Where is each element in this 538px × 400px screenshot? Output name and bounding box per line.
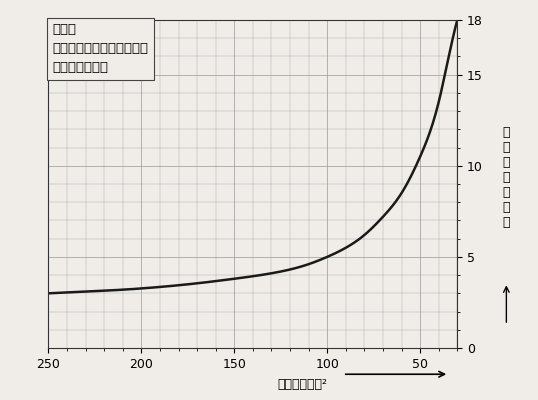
Text: 延
長
ホ
ー
ス
本
数: 延 長 ホ ー ス 本 数 [502,126,510,229]
Text: 水利単位／㎏²: 水利単位／㎏² [277,378,327,390]
Text: 第２図
水利点の配置密度とホース
延長本数の関係: 第２図 水利点の配置密度とホース 延長本数の関係 [53,23,148,74]
